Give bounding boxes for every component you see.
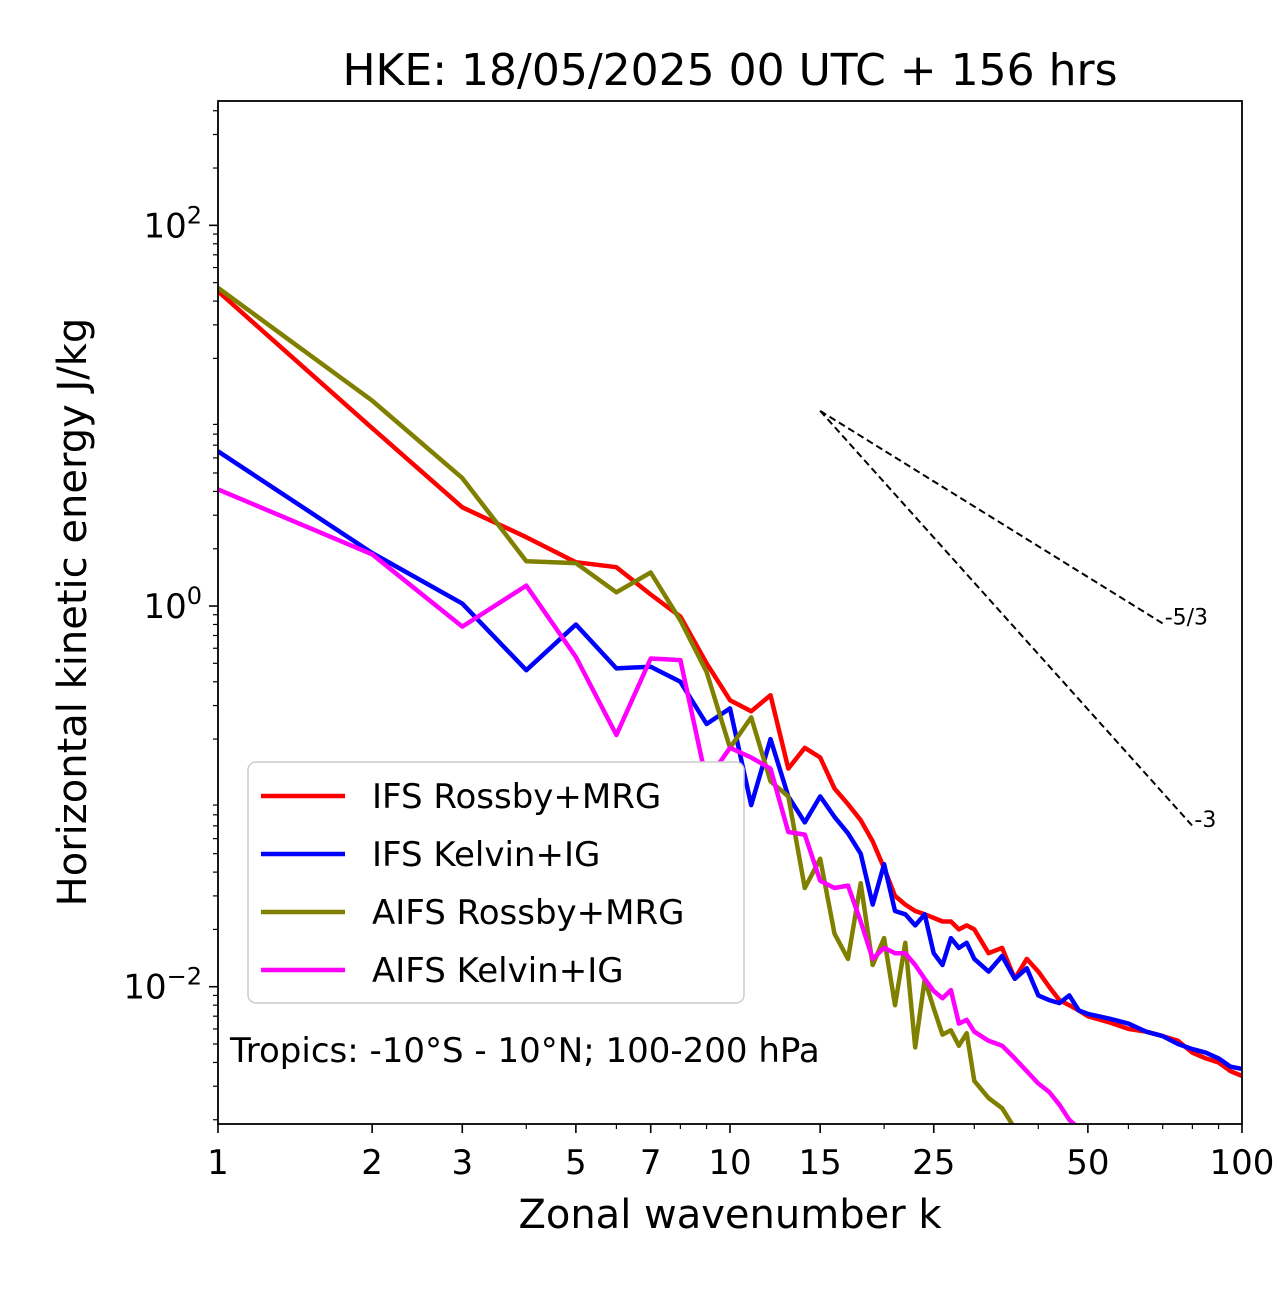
legend-label-0: IFS Rossby+MRG	[372, 777, 661, 817]
reference-slope-layer	[819, 410, 1194, 827]
series-layer	[218, 285, 1242, 1124]
x-tick-label: 50	[1066, 1143, 1109, 1183]
plot-frame	[217, 100, 1243, 1125]
x-tick-label: 10	[708, 1143, 751, 1183]
reference-slope-line-0	[819, 410, 1164, 625]
reference-slope-label-0: -5/3	[1165, 605, 1208, 630]
region-annotation: Tropics: -10°S - 10°N; 100-200 hPa	[229, 1031, 820, 1071]
y-tick-label: 100	[143, 582, 202, 627]
x-tick-label: 25	[912, 1143, 955, 1183]
x-tick-label: 5	[565, 1143, 587, 1183]
reference-slope-line-1	[819, 410, 1194, 827]
y-tick-label: 10−2	[123, 963, 202, 1008]
axis-ticks: 1 2 3 5 7 10 15 25 50 100 10−2 100 102	[123, 110, 1275, 1183]
y-axis-label: Horizontal kinetic energy J/kg	[50, 318, 96, 907]
x-tick-label: 2	[361, 1143, 383, 1183]
reference-slope-labels: -5/3 -3	[1165, 605, 1217, 832]
x-tick-label: 15	[799, 1143, 842, 1183]
legend-label-1: IFS Kelvin+IG	[372, 835, 600, 875]
x-tick-label: 100	[1210, 1143, 1275, 1183]
legend-box	[247, 761, 745, 1004]
x-tick-label: 7	[640, 1143, 662, 1183]
x-tick-label: 1	[207, 1143, 229, 1183]
series-line-0	[218, 289, 1242, 1078]
reference-slope-label-1: -3	[1194, 808, 1216, 833]
series-line-3	[218, 487, 1078, 1124]
legend-label-2: AIFS Rossby+MRG	[372, 893, 684, 933]
chart-title: HKE: 18/05/2025 00 UTC + 156 hrs	[342, 45, 1117, 96]
x-axis-label: Zonal wavenumber k	[518, 1192, 942, 1238]
series-line-1	[218, 449, 1242, 1072]
legend-label-3: AIFS Kelvin+IG	[372, 951, 624, 991]
y-tick-label: 102	[143, 201, 202, 246]
x-tick-label: 3	[451, 1143, 473, 1183]
legend: IFS Rossby+MRG IFS Kelvin+IG AIFS Rossby+M…	[247, 761, 745, 1004]
